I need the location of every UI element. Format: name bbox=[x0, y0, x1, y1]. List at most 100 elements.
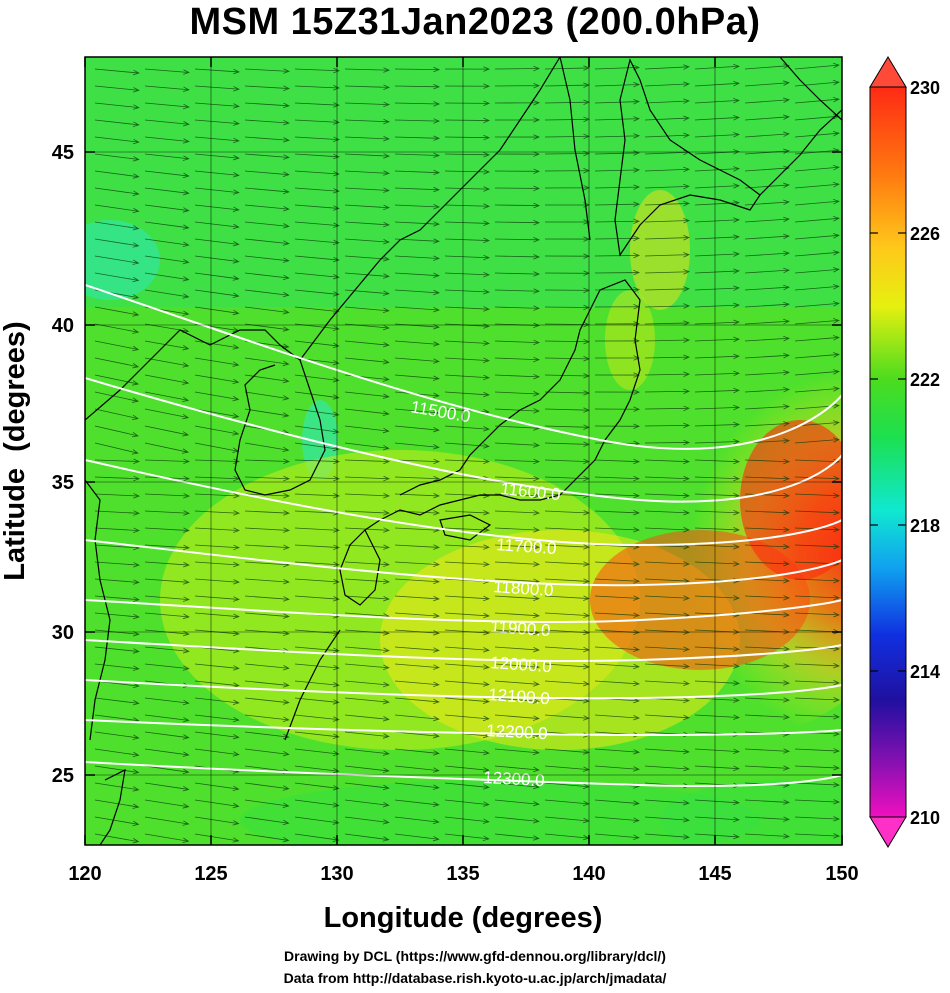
wind-vector bbox=[644, 200, 690, 207]
wind-vector bbox=[694, 421, 740, 428]
wind-vector bbox=[294, 578, 340, 585]
wind-vector bbox=[244, 748, 290, 757]
wind-vector bbox=[244, 680, 290, 688]
wind-vector bbox=[644, 663, 690, 669]
wind-vector bbox=[94, 442, 139, 455]
wind-vector bbox=[244, 731, 290, 740]
wind-vector bbox=[194, 391, 240, 402]
wind-vector bbox=[494, 356, 540, 363]
wind-vector bbox=[194, 748, 240, 757]
wind-vector bbox=[144, 765, 190, 775]
wind-vector bbox=[194, 458, 241, 465]
map-figure: 11500.0 11600.0 11700.0 11800.0 11900.0 … bbox=[0, 56, 940, 934]
wind-vector bbox=[444, 169, 491, 175]
wind-vector bbox=[94, 85, 140, 93]
wind-vector bbox=[144, 221, 190, 230]
wind-vector bbox=[394, 169, 440, 176]
wind-vector bbox=[144, 289, 190, 299]
wind-vector bbox=[694, 492, 740, 499]
wind-vector bbox=[794, 816, 840, 822]
wind-vector bbox=[744, 97, 790, 104]
wind-vector bbox=[744, 301, 790, 308]
wind-vector bbox=[644, 816, 690, 823]
wind-vector bbox=[394, 289, 440, 296]
wind-vector bbox=[794, 680, 840, 686]
wind-vector bbox=[194, 680, 240, 688]
colorbar: 230 226 222 218 214 210 bbox=[869, 56, 940, 848]
wind-vector bbox=[694, 183, 740, 189]
wind-vector bbox=[644, 371, 691, 377]
wind-vector bbox=[794, 437, 840, 444]
wind-vector bbox=[194, 170, 240, 178]
wind-vector bbox=[494, 782, 540, 790]
wind-vector bbox=[244, 782, 290, 791]
wind-vector bbox=[394, 510, 440, 516]
wind-vector bbox=[244, 136, 290, 143]
wind-vector bbox=[294, 306, 340, 314]
wind-vector bbox=[94, 391, 140, 403]
wind-vector bbox=[694, 234, 740, 240]
wind-vector bbox=[694, 509, 740, 516]
wind-vector bbox=[594, 133, 641, 139]
colorbar-bottom-arrow bbox=[869, 816, 907, 848]
wind-vector bbox=[194, 357, 240, 367]
wind-vector bbox=[494, 646, 540, 653]
wind-vector bbox=[344, 391, 390, 399]
wind-vector bbox=[494, 339, 540, 346]
wind-vector bbox=[644, 183, 690, 190]
wind-vector bbox=[94, 357, 140, 369]
wind-vector bbox=[294, 85, 340, 91]
wind-vector bbox=[294, 646, 340, 654]
wind-vector bbox=[444, 612, 490, 619]
wind-vector bbox=[744, 509, 790, 516]
coastline-kurils bbox=[759, 109, 842, 196]
wind-vector bbox=[344, 84, 391, 90]
wind-vector bbox=[294, 289, 340, 297]
wind-vector bbox=[244, 255, 290, 263]
wind-vector bbox=[194, 799, 240, 809]
wind-vector bbox=[94, 255, 140, 265]
wind-vector bbox=[344, 238, 390, 245]
wind-vector bbox=[194, 425, 240, 436]
wind-vector bbox=[244, 458, 290, 465]
wind-vector bbox=[244, 595, 290, 602]
wind-vector bbox=[344, 408, 390, 417]
wind-vector bbox=[694, 799, 740, 806]
wind-vector bbox=[494, 442, 540, 448]
wind-vector bbox=[594, 167, 641, 173]
wind-vector bbox=[494, 254, 541, 260]
wind-vector bbox=[794, 199, 840, 206]
wind-vector bbox=[794, 301, 840, 308]
wind-vector bbox=[344, 510, 390, 516]
wind-vector bbox=[794, 543, 840, 550]
wind-vector bbox=[344, 816, 390, 825]
wind-vector bbox=[594, 799, 640, 806]
contour-label: 11900.0 bbox=[490, 617, 551, 640]
wind-vector bbox=[444, 833, 490, 841]
wind-vector bbox=[594, 510, 640, 516]
wind-vector bbox=[594, 81, 641, 88]
credit-drawing: Drawing by DCL (https://www.gfd-dennou.o… bbox=[284, 948, 666, 964]
wind-vector bbox=[644, 354, 691, 360]
wind-vector bbox=[394, 561, 440, 567]
wind-vector bbox=[694, 765, 740, 772]
wind-vector bbox=[344, 272, 390, 279]
wind-vector bbox=[194, 408, 240, 419]
wind-vector bbox=[744, 458, 790, 465]
wind-vector bbox=[394, 731, 440, 739]
wind-vector bbox=[344, 306, 390, 314]
height-contour-line bbox=[85, 679, 842, 700]
wind-vector bbox=[244, 697, 290, 705]
wind-vector bbox=[594, 578, 640, 584]
wind-vector bbox=[694, 404, 740, 411]
wind-vector bbox=[694, 544, 740, 550]
wind-vector bbox=[794, 577, 840, 584]
wind-vector bbox=[594, 218, 641, 225]
wind-vector bbox=[494, 492, 540, 499]
wind-vector bbox=[444, 271, 490, 278]
wind-vector bbox=[244, 527, 290, 533]
wind-vector bbox=[794, 594, 840, 601]
wind-vector bbox=[394, 357, 440, 364]
colorbar-top-arrow bbox=[869, 56, 907, 88]
wind-vector bbox=[294, 816, 340, 825]
